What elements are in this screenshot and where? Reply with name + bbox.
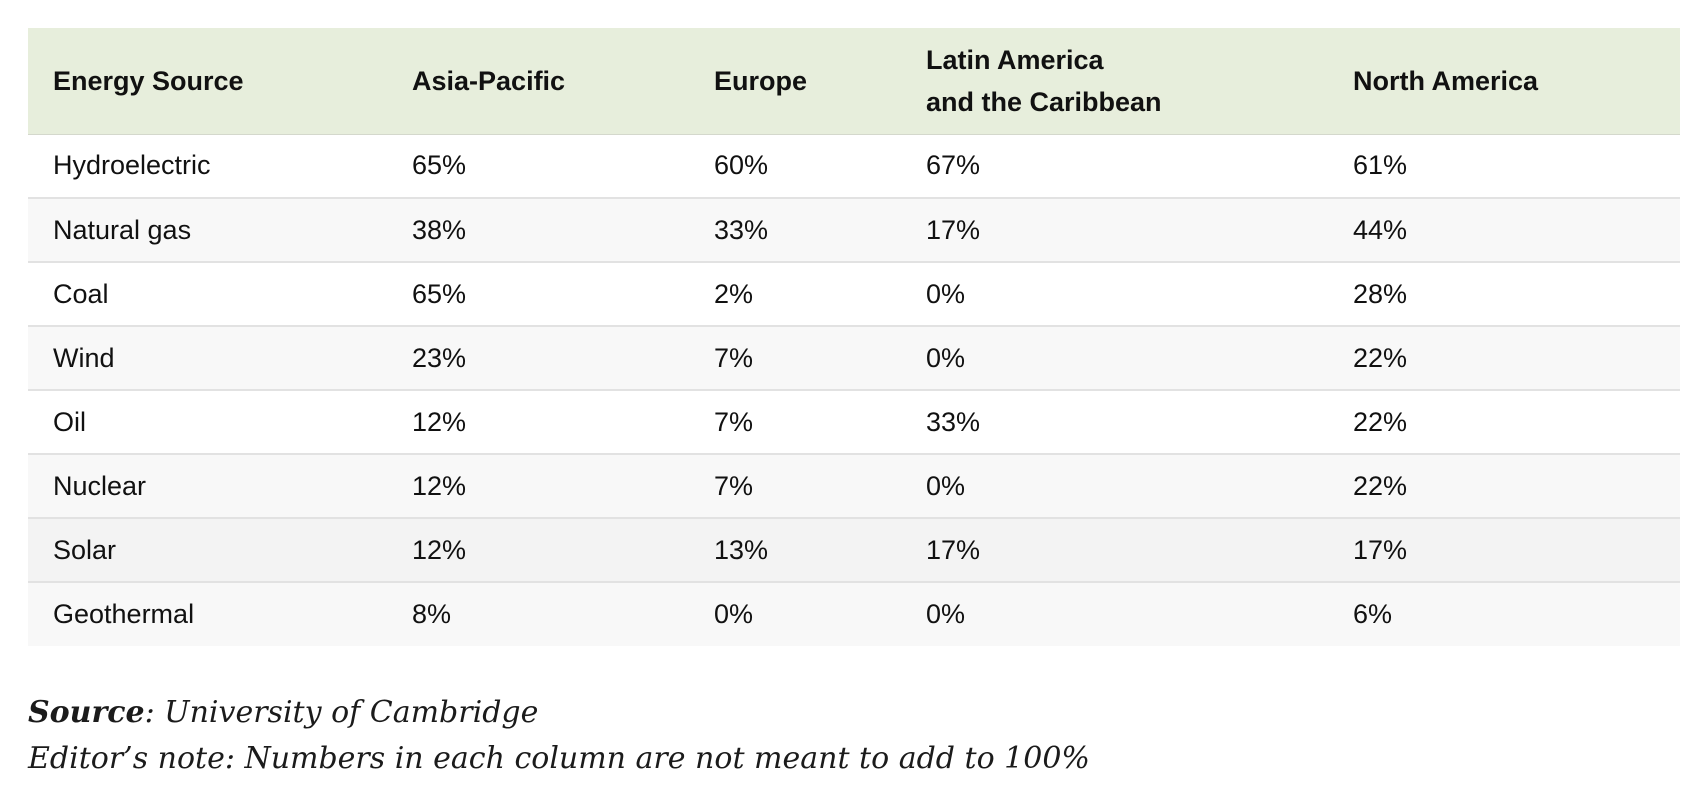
table-row: Hydroelectric 65% 60% 67% 61%	[28, 134, 1680, 198]
table-row: Coal 65% 2% 0% 28%	[28, 262, 1680, 326]
cell-energy-source: Nuclear	[53, 470, 147, 501]
cell-asia-pacific: 12%	[412, 534, 467, 565]
source-text: : University of Cambridge	[144, 695, 539, 730]
cell-energy-source: Wind	[53, 342, 115, 373]
cell-north-america: 22%	[1353, 342, 1408, 373]
cell-latin-america: 33%	[926, 406, 981, 437]
cell-energy-source: Solar	[53, 534, 117, 565]
cell-north-america: 22%	[1353, 406, 1408, 437]
table-row: Wind 23% 7% 0% 22%	[28, 326, 1680, 390]
cell-europe: 0%	[714, 599, 754, 629]
cell-asia-pacific: 12%	[412, 406, 467, 437]
cell-europe: 2%	[714, 278, 754, 309]
energy-source-table: Energy Source Asia-Pacific Europe Latin …	[28, 28, 1680, 646]
cell-europe: 13%	[714, 534, 769, 565]
table-row: Nuclear 12% 7% 0% 22%	[28, 454, 1680, 518]
cell-asia-pacific: 65%	[412, 150, 467, 181]
cell-europe: 7%	[714, 342, 754, 373]
cell-latin-america: 0%	[926, 278, 966, 309]
cell-asia-pacific: 12%	[412, 470, 467, 501]
cell-north-america: 6%	[1353, 599, 1393, 629]
cell-asia-pacific: 8%	[412, 599, 452, 629]
header-europe: Europe	[689, 28, 901, 135]
cell-latin-america: 67%	[926, 150, 981, 181]
cell-north-america: 61%	[1353, 150, 1408, 181]
cell-europe: 7%	[714, 406, 754, 437]
header-north-america: North America	[1328, 28, 1680, 135]
cell-energy-source: Natural gas	[53, 214, 192, 245]
table-row: Geothermal 8% 0% 0% 6%	[28, 582, 1680, 646]
cell-north-america: 28%	[1353, 278, 1408, 309]
table-row: Natural gas 38% 33% 17% 44%	[28, 198, 1680, 262]
cell-energy-source: Oil	[53, 406, 86, 437]
cell-north-america: 44%	[1353, 214, 1408, 245]
cell-energy-source: Hydroelectric	[53, 150, 211, 181]
header-latin-america-caribbean: Latin America and the Caribbean	[901, 28, 1328, 135]
cell-north-america: 17%	[1353, 534, 1408, 565]
cell-latin-america: 0%	[926, 470, 966, 501]
cell-latin-america: 0%	[926, 599, 966, 629]
cell-asia-pacific: 65%	[412, 278, 467, 309]
table-row: Solar 12% 13% 17% 17%	[28, 518, 1680, 582]
cell-latin-america: 0%	[926, 342, 966, 373]
cell-europe: 7%	[714, 470, 754, 501]
source-label: Source	[28, 695, 145, 730]
cell-energy-source: Geothermal	[53, 599, 195, 629]
table-header-row: Energy Source Asia-Pacific Europe Latin …	[28, 28, 1680, 135]
cell-asia-pacific: 38%	[412, 214, 467, 245]
header-asia-pacific: Asia-Pacific	[387, 28, 689, 135]
cell-latin-america: 17%	[926, 214, 981, 245]
cell-energy-source: Coal	[53, 278, 109, 309]
cell-asia-pacific: 23%	[412, 342, 467, 373]
cell-north-america: 22%	[1353, 470, 1408, 501]
cell-europe: 60%	[714, 150, 769, 181]
table-row: Oil 12% 7% 33% 22%	[28, 390, 1680, 454]
editor-note: Editor’s note: Numbers in each column ar…	[28, 741, 1090, 776]
energy-source-table-container: Energy Source Asia-Pacific Europe Latin …	[28, 28, 1680, 646]
table-notes: Source: University of Cambridge Editor’s…	[28, 690, 1090, 782]
cell-europe: 33%	[714, 214, 769, 245]
source-line: Source: University of Cambridge	[28, 690, 1090, 736]
header-energy-source: Energy Source	[28, 28, 387, 135]
cell-latin-america: 17%	[926, 534, 981, 565]
